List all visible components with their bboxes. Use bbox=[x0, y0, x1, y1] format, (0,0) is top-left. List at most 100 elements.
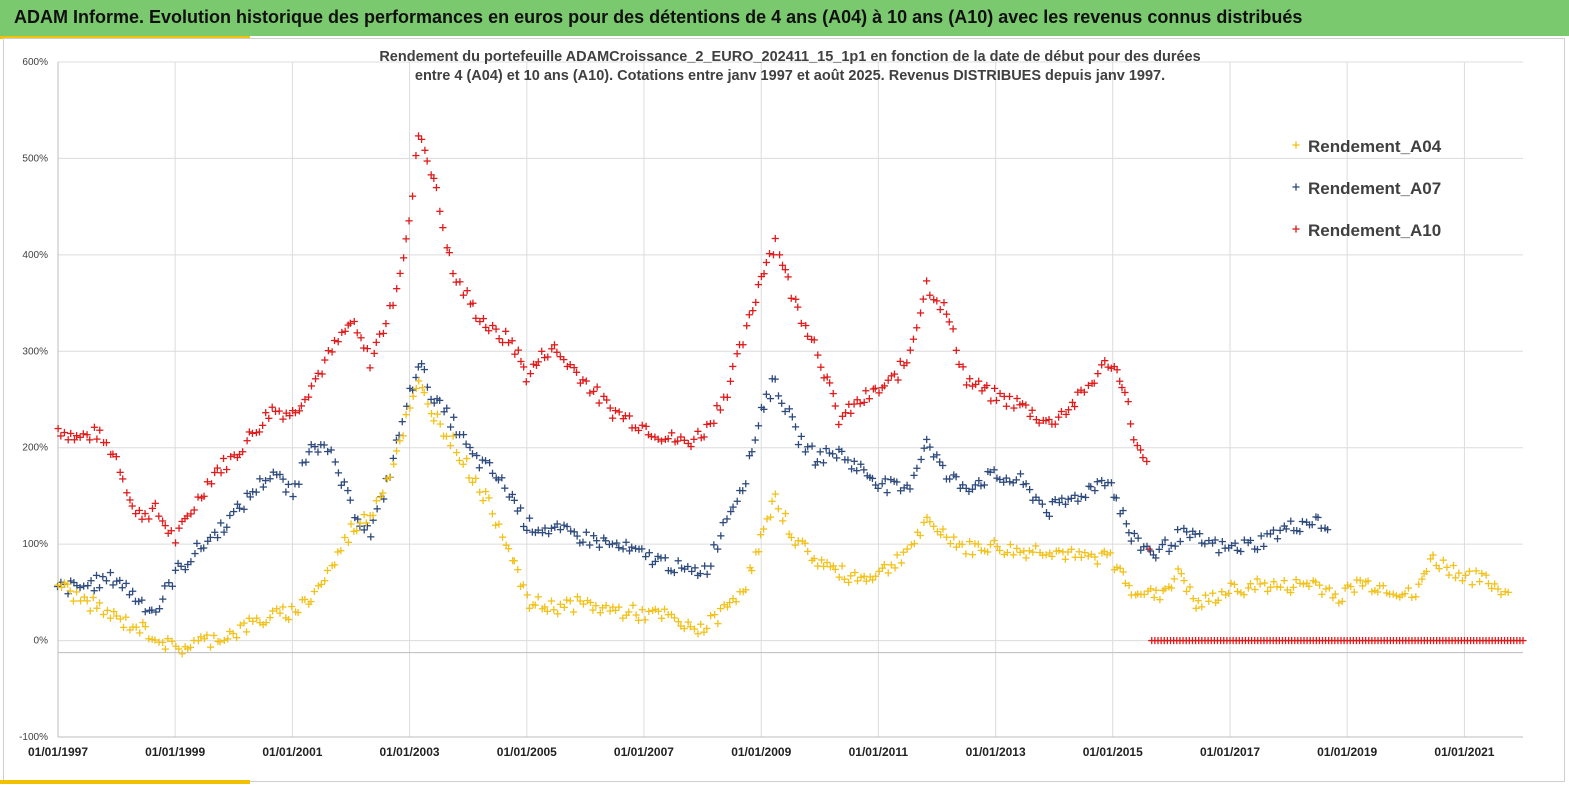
data-point bbox=[897, 559, 906, 567]
data-point bbox=[1119, 568, 1127, 576]
data-point bbox=[1253, 545, 1262, 554]
data-point bbox=[810, 336, 818, 344]
data-point bbox=[510, 496, 518, 504]
data-point bbox=[219, 454, 228, 463]
data-point bbox=[1519, 636, 1527, 645]
data-point bbox=[1170, 575, 1178, 583]
data-point bbox=[1177, 570, 1185, 578]
data-point bbox=[402, 411, 410, 419]
data-point bbox=[755, 548, 763, 556]
data-point bbox=[321, 356, 329, 364]
data-point bbox=[1244, 584, 1252, 592]
data-point bbox=[1171, 542, 1179, 550]
data-point bbox=[1261, 579, 1269, 587]
data-point bbox=[829, 450, 837, 458]
data-point bbox=[916, 309, 925, 317]
x-tick-label: 01/01/2013 bbox=[966, 745, 1026, 759]
data-point bbox=[353, 329, 361, 337]
data-point bbox=[508, 490, 516, 499]
data-point bbox=[1347, 582, 1355, 591]
data-point bbox=[586, 389, 594, 397]
data-point bbox=[1143, 542, 1151, 550]
data-point bbox=[787, 533, 795, 542]
data-point bbox=[850, 457, 858, 465]
data-point bbox=[123, 489, 131, 497]
data-point bbox=[492, 521, 500, 529]
data-point bbox=[788, 413, 796, 421]
data-point bbox=[307, 597, 315, 606]
data-point bbox=[754, 280, 763, 289]
data-point bbox=[158, 517, 167, 525]
data-point bbox=[373, 505, 381, 513]
data-point bbox=[110, 607, 118, 616]
data-point bbox=[128, 502, 136, 510]
data-point bbox=[1134, 534, 1142, 542]
y-tick-label: 200% bbox=[22, 443, 48, 454]
data-point bbox=[847, 409, 855, 417]
data-point bbox=[745, 311, 753, 319]
data-point bbox=[1218, 537, 1226, 546]
data-point bbox=[674, 618, 683, 626]
data-point bbox=[159, 595, 167, 603]
data-point bbox=[70, 436, 79, 444]
data-point bbox=[959, 363, 967, 371]
data-point bbox=[360, 510, 368, 519]
data-point bbox=[579, 376, 587, 384]
data-point bbox=[161, 645, 169, 653]
data-point bbox=[67, 577, 75, 585]
data-point bbox=[657, 437, 666, 445]
data-point bbox=[341, 327, 349, 335]
data-point bbox=[816, 448, 824, 456]
data-point bbox=[940, 299, 948, 307]
data-point bbox=[719, 519, 727, 527]
data-point bbox=[1205, 536, 1213, 545]
data-point bbox=[439, 224, 447, 232]
data-point bbox=[164, 635, 172, 643]
data-point bbox=[1305, 582, 1313, 590]
data-point bbox=[595, 543, 603, 551]
data-point bbox=[330, 336, 339, 345]
data-point bbox=[443, 404, 451, 412]
data-point bbox=[204, 537, 212, 545]
data-point bbox=[810, 554, 818, 563]
data-point bbox=[346, 496, 354, 504]
data-point bbox=[844, 456, 852, 464]
data-point bbox=[324, 447, 332, 456]
data-point bbox=[717, 532, 725, 540]
data-point bbox=[155, 605, 164, 613]
data-point bbox=[1282, 525, 1290, 533]
data-point bbox=[739, 341, 747, 349]
accent-bar-bottom bbox=[0, 780, 250, 784]
data-point bbox=[478, 456, 487, 464]
data-point bbox=[414, 363, 422, 371]
data-point bbox=[1192, 604, 1200, 612]
data-point bbox=[525, 514, 534, 522]
data-point bbox=[823, 558, 831, 567]
data-point bbox=[200, 492, 208, 500]
data-point bbox=[550, 606, 558, 614]
data-point bbox=[1146, 547, 1155, 555]
data-point bbox=[784, 273, 792, 281]
data-point bbox=[1338, 597, 1346, 606]
data-point bbox=[570, 528, 578, 536]
data-point bbox=[481, 457, 490, 465]
data-point bbox=[817, 363, 825, 371]
data-point bbox=[820, 562, 828, 571]
data-point bbox=[847, 572, 855, 580]
data-point bbox=[1389, 590, 1397, 598]
data-point bbox=[1276, 583, 1285, 591]
data-point bbox=[273, 605, 281, 613]
data-point bbox=[1084, 381, 1093, 390]
data-point bbox=[670, 614, 679, 622]
data-point bbox=[337, 547, 345, 555]
data-point bbox=[1081, 493, 1090, 502]
data-point bbox=[563, 596, 571, 604]
data-point bbox=[321, 577, 329, 585]
data-point bbox=[432, 184, 441, 192]
data-point bbox=[396, 269, 404, 278]
data-point bbox=[1230, 580, 1239, 589]
data-point bbox=[181, 565, 189, 574]
data-point bbox=[771, 234, 779, 243]
data-point bbox=[766, 394, 775, 403]
data-point bbox=[175, 524, 183, 532]
